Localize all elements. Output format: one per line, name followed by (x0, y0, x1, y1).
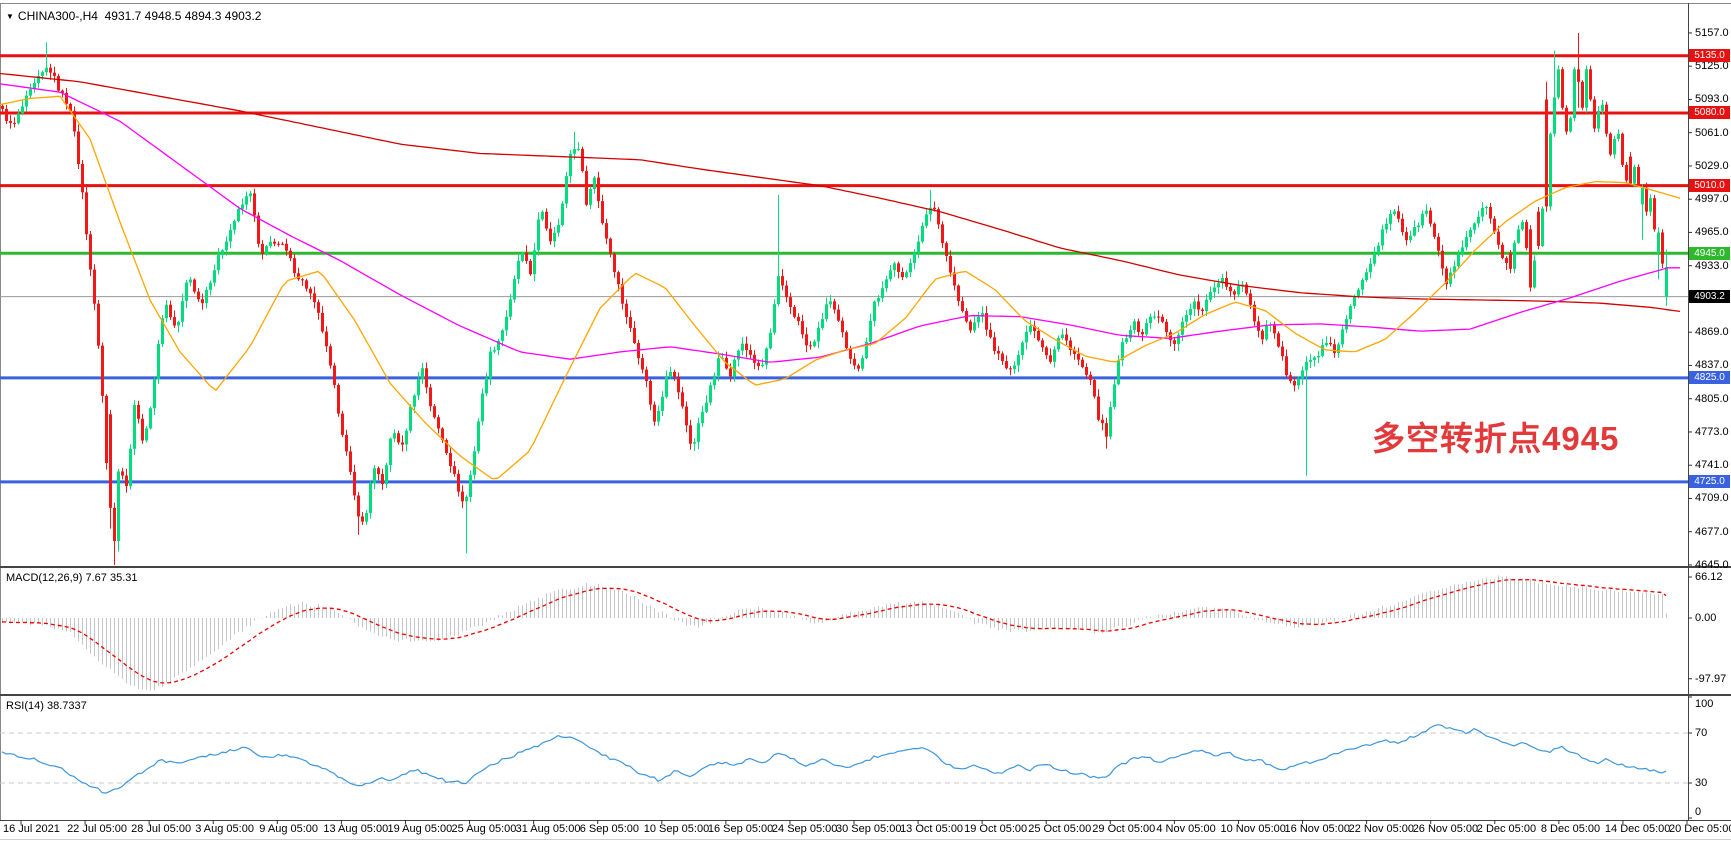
macd-name: MACD(12,26,9) (6, 572, 83, 584)
price-tick-label: 4933.0 (1695, 259, 1729, 272)
ma-slow (0, 72, 1681, 313)
level-price-tag: 5080.0 (1689, 106, 1730, 120)
level-price-tag: 4825.0 (1689, 371, 1730, 385)
time-tick-label: 28 Jul 05:00 (131, 823, 192, 835)
time-tick-label: 10 Nov 05:00 (1220, 823, 1286, 835)
price-tick-label: 4997.0 (1695, 193, 1729, 206)
time-tick-label: 2 Dec 05:00 (1476, 823, 1537, 835)
price-tick-label: 4741.0 (1695, 459, 1729, 472)
rsi-line (1, 724, 1667, 794)
ohlc-close: 4903.2 (224, 9, 262, 23)
price-tick-label: 4965.0 (1695, 226, 1729, 239)
time-tick-label: 16 Sep 05:00 (707, 823, 774, 835)
macd-label: MACD(12,26,9) 7.67 35.31 (6, 572, 138, 584)
rsi-label: RSI(14) 38.7337 (6, 700, 87, 712)
macd-tick-label: 0.00 (1695, 612, 1717, 624)
time-tick-label: 10 Sep 05:00 (643, 823, 710, 835)
time-tick-label: 22 Jul 05:00 (67, 823, 127, 835)
time-tick-label: 13 Oct 05:00 (900, 823, 964, 835)
time-tick-label: 25 Oct 05:00 (1028, 823, 1092, 835)
price-tick-label: 5093.0 (1695, 93, 1729, 106)
price-tick-label: 4645.0 (1695, 558, 1729, 571)
time-tick-label: 26 Nov 05:00 (1412, 823, 1479, 835)
time-tick-label: 3 Aug 05:00 (195, 823, 254, 835)
dropdown-arrow-icon[interactable]: ▼ (6, 12, 14, 21)
price-tick-label: 4837.0 (1695, 359, 1729, 372)
level-price-tag: 4725.0 (1689, 475, 1730, 489)
ohlc-high: 4948.5 (144, 9, 182, 23)
rsi-value: 38.7337 (46, 700, 87, 712)
axis-ticks (20, 32, 1692, 824)
ohlc-open: 4931.7 (104, 9, 142, 23)
price-level-lines (0, 54, 1688, 484)
chart-annotation-text: 多空转折点4945 (1372, 420, 1620, 457)
price-tick-label: 5061.0 (1695, 126, 1729, 139)
time-tick-label: 6 Sep 05:00 (579, 823, 640, 835)
ohlc-low: 4894.3 (184, 9, 222, 23)
time-tick-label: 25 Aug 05:00 (451, 823, 517, 835)
time-tick-label: 31 Aug 05:00 (515, 823, 581, 835)
level-price-tag: 4945.0 (1689, 246, 1730, 260)
time-tick-label: 9 Aug 05:00 (259, 823, 319, 835)
time-tick-label: 16 Nov 05:00 (1284, 823, 1350, 835)
time-tick-label: 8 Dec 05:00 (1540, 823, 1601, 835)
macd-signal-line (1, 578, 1667, 684)
chart-title: ▼ CHINA300-,H4 4931.7 4948.5 4894.3 4903.… (6, 9, 261, 23)
price-tick-label: 4773.0 (1695, 425, 1729, 438)
time-tick-label: 30 Sep 05:00 (836, 823, 902, 835)
time-tick-label: 14 Dec 05:00 (1604, 823, 1671, 835)
rsi-tick-label: 70 (1695, 727, 1708, 739)
time-tick-label: 4 Nov 05:00 (1156, 823, 1216, 835)
symbol-label: CHINA300-,H4 (17, 9, 98, 23)
time-tick-label: 19 Aug 05:00 (387, 823, 453, 835)
macd-tick-label: 66.12 (1695, 571, 1723, 583)
price-tick-label: 4677.0 (1695, 525, 1729, 538)
time-tick-label: 22 Nov 05:00 (1348, 823, 1415, 835)
moving-averages (0, 72, 1681, 480)
time-tick-label: 29 Oct 05:00 (1092, 823, 1156, 835)
candles (1, 32, 1668, 565)
price-tick-label: 4869.0 (1695, 326, 1729, 339)
price-tick-label: 5029.0 (1695, 159, 1729, 172)
level-price-tag: 5135.0 (1689, 49, 1730, 63)
time-tick-label: 16 Jul 2021 (3, 823, 60, 835)
rsi-tick-label: 30 (1695, 777, 1708, 789)
rsi-tick-label: 0 (1695, 806, 1702, 818)
price-tick-label: 5125.0 (1695, 60, 1729, 73)
macd-main-value: 7.67 (85, 572, 107, 584)
macd-tick-label: -97.97 (1695, 672, 1727, 685)
time-tick-label: 19 Oct 05:00 (964, 823, 1028, 835)
level-price-tag: 5010.0 (1689, 179, 1730, 193)
current-price-tag: 4903.2 (1689, 290, 1730, 304)
macd-signal-value: 35.31 (109, 572, 138, 584)
time-tick-label: 13 Aug 05:00 (323, 823, 389, 835)
rsi-tick-label: 100 (1695, 698, 1714, 710)
rsi-name: RSI(14) (6, 700, 44, 712)
rsi-panel (0, 724, 1688, 794)
macd-panel (1, 575, 1667, 691)
panel-frame (0, 3, 1731, 840)
price-tick-label: 4709.0 (1695, 492, 1729, 505)
time-tick-label: 24 Sep 05:00 (771, 823, 838, 835)
price-tick-label: 4805.0 (1695, 392, 1729, 405)
ma-fast (0, 95, 1681, 480)
time-tick-label: 20 Dec 05:00 (1669, 823, 1731, 835)
price-tick-label: 5157.0 (1695, 26, 1729, 39)
